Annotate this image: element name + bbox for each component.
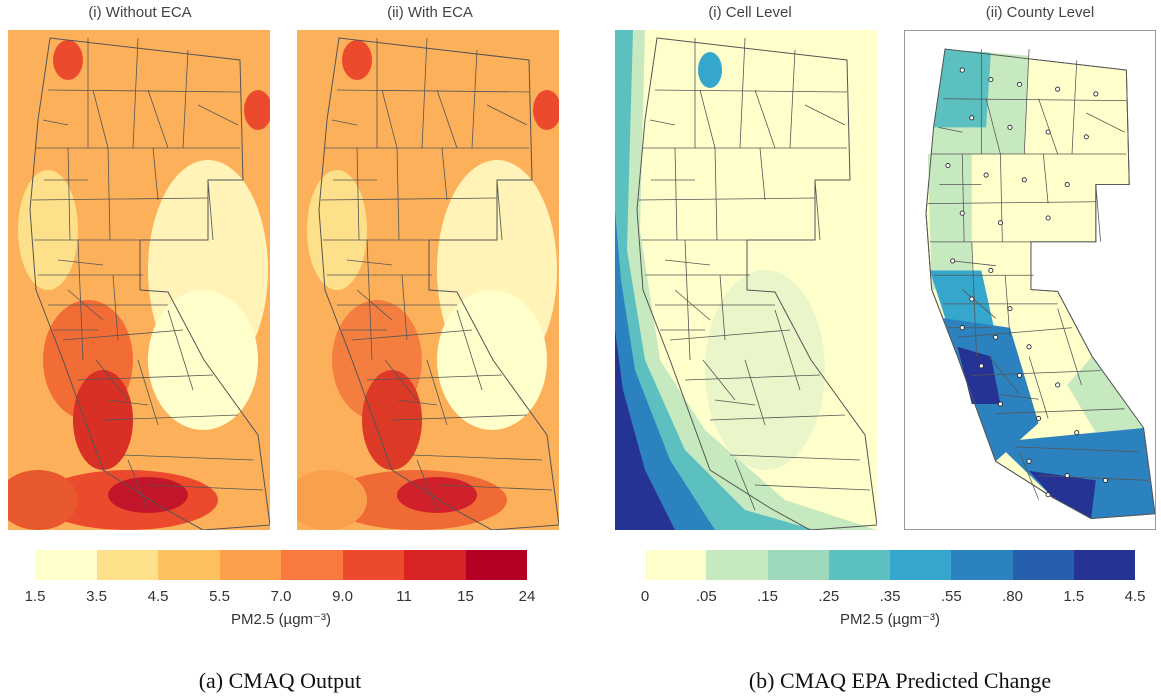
legend-tick-label: 0 [640, 588, 650, 605]
legend-swatch [706, 550, 768, 580]
legend-tick-label: 15 [457, 588, 474, 605]
panel-title-cell-level: (i) Cell Level [708, 4, 792, 21]
legend-swatch [281, 550, 343, 580]
legend-ticks: 0 .05 .15 .25 .35 .55 .80 1.5 4.5 [630, 588, 1150, 608]
legend-tick-label: .55 [940, 588, 962, 605]
legend-unit: PM2.5 (µgm⁻³) [840, 611, 940, 628]
legend-ticks: 1.5 3.5 4.5 5.5 7.0 9.0 11 15 24 [20, 588, 542, 608]
caption-cmaq-output: (a) CMAQ Output [198, 668, 362, 693]
legend-tick-label: 11 [396, 588, 412, 605]
legend-swatch [35, 550, 97, 580]
legend-tick-label: .15 [757, 588, 778, 605]
legend-tick-label: .25 [818, 588, 840, 605]
legend-tick-label: 9.0 [332, 588, 353, 605]
panel-title-county-level: (ii) County Level [985, 4, 1095, 21]
map-with-eca [297, 30, 559, 530]
legend-swatch [951, 550, 1013, 580]
legend-swatch [158, 550, 220, 580]
legend-tick-label: .05 [695, 588, 717, 605]
legend-tick-label: 3.5 [86, 588, 107, 605]
legend-swatch [1012, 550, 1074, 580]
legend-swatch [342, 550, 404, 580]
legend-tick-label: 5.5 [209, 588, 230, 605]
legend-tick-label: 1.5 [1063, 588, 1085, 605]
legend-swatch [404, 550, 466, 580]
legend-swatch [219, 550, 281, 580]
legend-swatch [1073, 550, 1135, 580]
legend-colorbar [645, 550, 1135, 580]
legend-tick-label: 7.0 [270, 588, 292, 605]
legend-unit: PM2.5 (µgm⁻³) [231, 611, 331, 628]
legend-tick-label: 1.5 [24, 588, 46, 605]
panel-title-without-eca: (i) Without ECA [88, 4, 192, 21]
map-cell-level [615, 30, 877, 530]
legend-colorbar [35, 550, 527, 580]
legend-swatch [828, 550, 890, 580]
legend-predicted-change: 0 .05 .15 .25 .35 .55 .80 1.5 4.5 PM2.5 (µgm⁻³) [641, 550, 1145, 628]
legend-tick-label: 4.5 [147, 588, 169, 605]
map-without-eca [8, 30, 270, 530]
legend-swatch [465, 550, 527, 580]
caption-cmaq-epa-predicted-change: (b) CMAQ EPA Predicted Change [748, 668, 1052, 693]
legend-cmaq-output: 1.5 3.5 4.5 5.5 7.0 9.0 11 15 24 PM2.5 (µgm⁻³) [25, 550, 535, 628]
legend-tick-label: .80 [1002, 588, 1023, 605]
legend-tick-label: .35 [879, 588, 901, 605]
panel-title-with-eca: (ii) With ECA [387, 4, 473, 21]
legend-swatch [645, 550, 707, 580]
legend-swatch [96, 550, 158, 580]
legend-tick-label: 4.5 [1124, 588, 1146, 605]
legend-swatch [890, 550, 952, 580]
legend-swatch [767, 550, 829, 580]
legend-tick-label: 24 [518, 588, 536, 605]
map-county-level [904, 30, 1156, 530]
